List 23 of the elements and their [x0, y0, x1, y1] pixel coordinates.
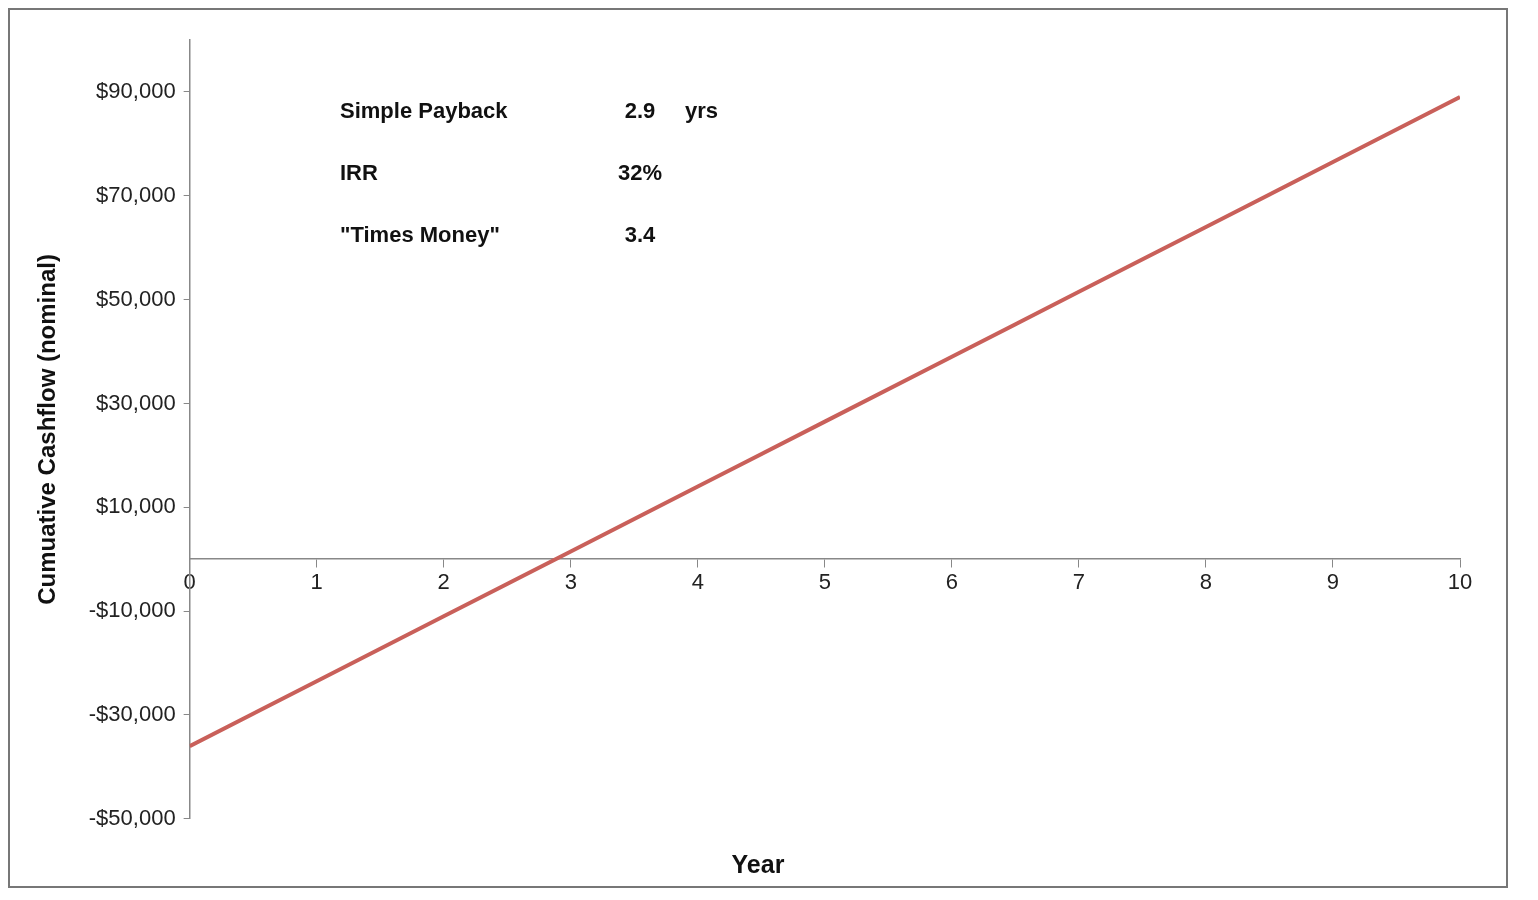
y-tick-label: -$30,000 — [88, 701, 176, 727]
y-tick-label: $50,000 — [96, 285, 176, 311]
text: IRR 32% — [340, 160, 663, 185]
y-axis-title: Cumuative Cashflow (nominal) — [33, 254, 61, 605]
x-tick-label: 9 — [1326, 569, 1340, 595]
y-tick-label: $90,000 — [96, 77, 176, 103]
x-tick-label: 4 — [691, 569, 704, 595]
y-tick-label: $10,000 — [96, 493, 176, 519]
x-tick-label: 6 — [945, 569, 958, 595]
x-tick-label: 5 — [818, 569, 831, 595]
y-tick-label: $30,000 — [96, 389, 176, 415]
x-tick-label: 1 — [310, 569, 323, 595]
text: "Times Money" 3.4 — [340, 222, 656, 247]
x-tick-label: 2 — [437, 569, 450, 595]
x-tick-label: 10 — [1447, 569, 1473, 595]
y-tick-label: -$50,000 — [88, 804, 176, 830]
y-tick-label: $70,000 — [96, 181, 176, 207]
x-tick-label: 3 — [564, 569, 577, 595]
y-tick-label: -$10,000 — [88, 597, 176, 623]
x-axis-title: Year — [730, 850, 786, 879]
x-tick-label: 8 — [1199, 569, 1213, 595]
text: Simple Payback 2.9 yrs — [340, 98, 719, 123]
x-tick-label: 7 — [1072, 569, 1086, 595]
